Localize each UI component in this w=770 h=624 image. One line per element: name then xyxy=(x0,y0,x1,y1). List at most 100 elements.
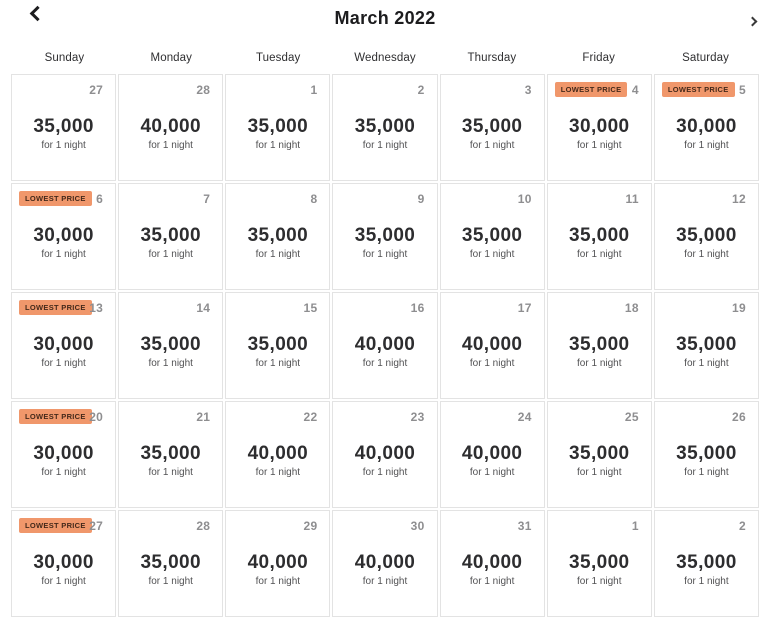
calendar-day-cell[interactable]: 2 35,000 for 1 night xyxy=(332,74,438,181)
price-value: 35,000 xyxy=(676,552,737,573)
calendar-day-cell[interactable]: 18 35,000 for 1 night xyxy=(546,292,652,399)
price-value: 30,000 xyxy=(33,225,94,246)
calendar-day-cell[interactable]: 10 35,000 for 1 night xyxy=(439,183,545,290)
price-value: 35,000 xyxy=(569,334,630,355)
price-unit-label: for 1 night xyxy=(148,249,193,260)
price-value: 35,000 xyxy=(354,116,416,137)
calendar-day-cell[interactable]: 1 35,000 for 1 night xyxy=(546,510,652,617)
calendar-day-cell[interactable]: 19 35,000 for 1 night xyxy=(653,292,759,399)
price-value: 40,000 xyxy=(461,552,523,573)
calendar-day-cell[interactable]: 24 40,000 for 1 night xyxy=(439,401,545,508)
calendar-day-cell[interactable]: 17 40,000 for 1 night xyxy=(439,292,545,399)
price-value: 40,000 xyxy=(461,334,523,355)
date-number: 2 xyxy=(417,83,425,97)
date-number: 27 xyxy=(89,83,104,97)
price-block: 35,000 for 1 night xyxy=(226,116,329,151)
calendar-day-cell[interactable]: 7 35,000 for 1 night xyxy=(118,183,224,290)
date-number: 29 xyxy=(303,519,318,533)
calendar-day-cell[interactable]: 15 35,000 for 1 night xyxy=(225,292,331,399)
date-number: 30 xyxy=(410,519,425,533)
date-number: 5 xyxy=(739,83,746,97)
calendar-day-cell[interactable]: 25 35,000 for 1 night xyxy=(546,401,652,508)
date-number: 22 xyxy=(303,410,318,424)
price-block: 30,000 for 1 night xyxy=(12,443,115,478)
calendar-day-cell[interactable]: LOWEST PRICE 5 30,000 for 1 night xyxy=(653,74,759,181)
lowest-price-badge: LOWEST PRICE xyxy=(19,191,92,206)
calendar-day-cell[interactable]: 9 35,000 for 1 night xyxy=(332,183,438,290)
date-number: 28 xyxy=(196,83,211,97)
calendar-day-cell[interactable]: LOWEST PRICE 20 30,000 for 1 night xyxy=(11,401,117,508)
price-value: 35,000 xyxy=(676,443,737,464)
calendar-day-cell[interactable]: 22 40,000 for 1 night xyxy=(225,401,331,508)
price-value: 35,000 xyxy=(247,116,309,137)
price-block: 35,000 for 1 night xyxy=(12,116,115,151)
price-unit-label: for 1 night xyxy=(362,249,408,260)
price-value: 40,000 xyxy=(461,443,523,464)
price-unit-label: for 1 night xyxy=(255,249,301,260)
calendar-day-cell[interactable]: 28 40,000 for 1 night xyxy=(118,74,224,181)
calendar-day-cell[interactable]: 3 35,000 for 1 night xyxy=(439,74,545,181)
price-unit-label: for 1 night xyxy=(255,358,301,369)
weekday-label: Wednesday xyxy=(354,52,416,64)
price-unit-label: for 1 night xyxy=(41,358,86,369)
date-number: 1 xyxy=(310,83,318,97)
calendar-day-cell[interactable]: LOWEST PRICE 4 30,000 for 1 night xyxy=(546,74,652,181)
price-unit-label: for 1 night xyxy=(684,140,729,151)
calendar-day-cell[interactable]: 23 40,000 for 1 night xyxy=(332,401,438,508)
calendar-day-cell[interactable]: 21 35,000 for 1 night xyxy=(118,401,224,508)
date-number: 2 xyxy=(739,519,746,533)
date-number: 20 xyxy=(89,410,104,424)
price-value: 35,000 xyxy=(676,334,737,355)
calendar-day-cell[interactable]: 8 35,000 for 1 night xyxy=(225,183,331,290)
calendar-day-cell[interactable]: 26 35,000 for 1 night xyxy=(653,401,759,508)
date-number: 10 xyxy=(517,192,532,206)
calendar-day-cell[interactable]: 12 35,000 for 1 night xyxy=(653,183,759,290)
calendar-day-cell[interactable]: LOWEST PRICE 27 30,000 for 1 night xyxy=(11,510,117,617)
price-unit-label: for 1 night xyxy=(148,467,193,478)
calendar-day-cell[interactable]: 29 40,000 for 1 night xyxy=(225,510,331,617)
price-unit-label: for 1 night xyxy=(469,249,515,260)
price-value: 40,000 xyxy=(247,443,309,464)
price-block: 35,000 for 1 night xyxy=(226,334,329,369)
next-month-button[interactable] xyxy=(743,12,762,31)
calendar-day-cell[interactable]: 14 35,000 for 1 night xyxy=(118,292,224,399)
price-block: 40,000 for 1 night xyxy=(441,552,544,587)
price-value: 40,000 xyxy=(140,116,201,137)
calendar-day-cell[interactable]: 31 40,000 for 1 night xyxy=(439,510,545,617)
price-value: 35,000 xyxy=(569,225,630,246)
lowest-price-badge: LOWEST PRICE xyxy=(554,82,628,97)
date-number: 3 xyxy=(524,83,532,97)
date-number: 6 xyxy=(96,192,104,206)
price-value: 30,000 xyxy=(33,552,94,573)
price-value: 40,000 xyxy=(354,552,416,573)
price-block: 30,000 for 1 night xyxy=(548,116,651,151)
price-block: 35,000 for 1 night xyxy=(655,443,758,478)
date-number: 26 xyxy=(732,410,746,424)
calendar-day-cell[interactable]: 30 40,000 for 1 night xyxy=(332,510,438,617)
calendar-day-cell[interactable]: 11 35,000 for 1 night xyxy=(546,183,652,290)
price-value: 35,000 xyxy=(140,443,201,464)
date-number: 28 xyxy=(196,519,211,533)
calendar-day-cell[interactable]: 16 40,000 for 1 night xyxy=(332,292,438,399)
calendar-day-cell[interactable]: 28 35,000 for 1 night xyxy=(118,510,224,617)
calendar-day-cell[interactable]: 2 35,000 for 1 night xyxy=(653,510,759,617)
price-value: 35,000 xyxy=(247,334,309,355)
weekday-header-row: Sunday Monday Tuesday Wednesday Thursday Frid… xyxy=(11,52,759,64)
price-unit-label: for 1 night xyxy=(577,358,622,369)
calendar-day-cell[interactable]: LOWEST PRICE 6 30,000 for 1 night xyxy=(11,183,117,290)
price-block: 35,000 for 1 night xyxy=(655,334,758,369)
calendar-day-cell[interactable]: LOWEST PRICE 13 30,000 for 1 night xyxy=(11,292,117,399)
price-unit-label: for 1 night xyxy=(362,140,408,151)
calendar-day-cell[interactable]: 27 35,000 for 1 night xyxy=(11,74,117,181)
price-block: 30,000 for 1 night xyxy=(12,225,115,260)
price-block: 35,000 for 1 night xyxy=(548,334,651,369)
price-unit-label: for 1 night xyxy=(255,576,301,587)
price-unit-label: for 1 night xyxy=(469,576,515,587)
price-block: 30,000 for 1 night xyxy=(12,552,115,587)
date-number: 27 xyxy=(89,519,104,533)
price-block: 35,000 for 1 night xyxy=(655,225,758,260)
prev-month-button[interactable] xyxy=(26,2,49,25)
calendar-day-cell[interactable]: 1 35,000 for 1 night xyxy=(225,74,331,181)
price-unit-label: for 1 night xyxy=(684,358,729,369)
price-unit-label: for 1 night xyxy=(255,467,301,478)
